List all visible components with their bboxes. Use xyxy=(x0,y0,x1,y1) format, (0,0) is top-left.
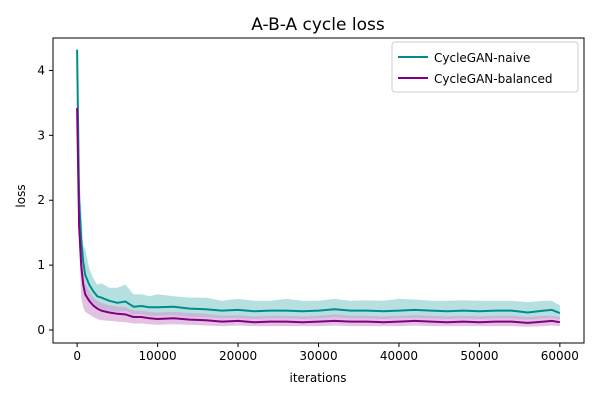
x-tick-label: 0 xyxy=(73,349,81,363)
y-axis-ticks: 0 1 2 3 4 xyxy=(37,63,53,337)
y-tick-label: 0 xyxy=(37,323,45,337)
x-tick-label: 40000 xyxy=(380,349,418,363)
y-axis-label: loss xyxy=(14,184,28,207)
x-tick-label: 20000 xyxy=(219,349,257,363)
y-tick-label: 4 xyxy=(37,63,45,77)
x-axis-label: iterations xyxy=(290,371,347,385)
legend-box xyxy=(391,41,579,93)
error-bands xyxy=(77,49,560,327)
chart-title: A-B-A cycle loss xyxy=(251,15,385,35)
x-tick-label: 10000 xyxy=(138,349,176,363)
legend-label-cyclegan-naive: CycleGAN-naive xyxy=(434,51,530,65)
y-tick-label: 2 xyxy=(37,193,45,207)
x-tick-label: 50000 xyxy=(460,349,498,363)
band-cyclegan-naive xyxy=(77,49,560,320)
series-line-cyclegan-balanced xyxy=(76,108,561,324)
y-tick-label: 3 xyxy=(37,128,45,142)
x-tick-label: 30000 xyxy=(299,349,337,363)
legend: CycleGAN-naive CycleGAN-balanced xyxy=(391,41,579,93)
series-line-cyclegan-naive xyxy=(76,49,561,315)
x-axis-ticks: 0 10000 20000 30000 40000 50000 60000 xyxy=(73,343,579,363)
legend-label-cyclegan-balanced: CycleGAN-balanced xyxy=(434,72,552,86)
x-tick-label: 60000 xyxy=(541,349,579,363)
series-lines xyxy=(76,49,561,324)
y-tick-label: 1 xyxy=(37,258,45,272)
